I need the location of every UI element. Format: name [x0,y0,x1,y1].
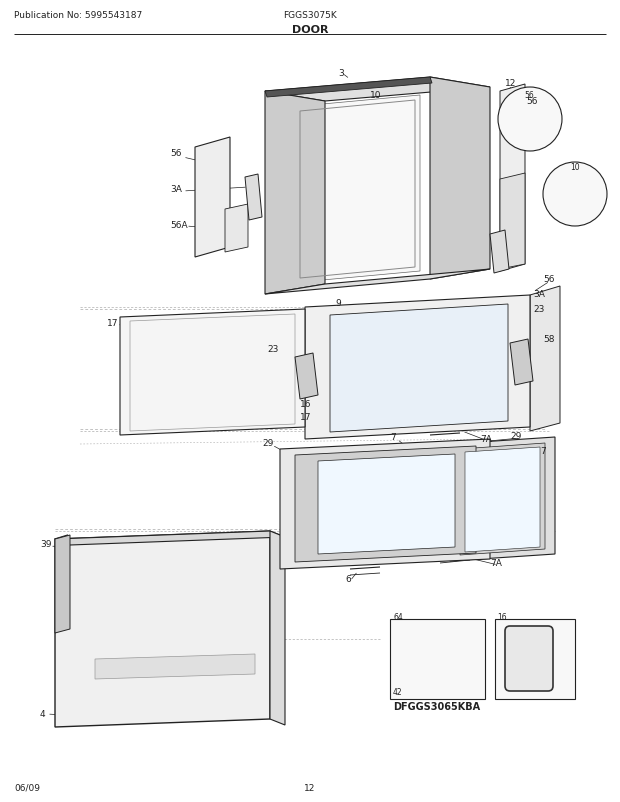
Polygon shape [500,174,525,269]
Polygon shape [95,654,255,679]
Text: 6: 6 [345,575,351,584]
Text: FGGS3075K: FGGS3075K [283,11,337,21]
Polygon shape [195,138,230,257]
Text: 7: 7 [540,447,546,456]
Polygon shape [490,231,509,273]
Text: 29: 29 [510,432,521,441]
Text: 56: 56 [543,275,554,284]
Polygon shape [500,85,525,272]
Circle shape [498,88,562,152]
Polygon shape [450,437,555,561]
Text: 17: 17 [300,413,311,422]
FancyBboxPatch shape [390,619,485,699]
Polygon shape [330,305,508,432]
Text: 56: 56 [170,149,182,158]
Polygon shape [55,532,270,727]
Polygon shape [280,439,490,569]
Polygon shape [265,269,490,294]
Circle shape [543,163,607,227]
Text: DFGGS3065KBA: DFGGS3065KBA [394,701,480,711]
Text: 39: 39 [40,540,51,549]
Text: Publication No: 5995543187: Publication No: 5995543187 [14,11,142,21]
Polygon shape [295,447,476,562]
Text: 56: 56 [524,91,534,100]
Polygon shape [305,296,530,439]
Polygon shape [265,78,490,102]
Polygon shape [245,175,262,221]
Text: 12: 12 [304,783,316,792]
Text: 3: 3 [338,70,343,79]
Polygon shape [120,310,305,435]
Text: 23: 23 [533,305,544,314]
Text: 12: 12 [505,79,516,88]
Text: 7A: 7A [480,435,492,444]
Text: 56: 56 [526,96,538,105]
Polygon shape [265,92,325,294]
Text: 7: 7 [390,433,396,442]
Polygon shape [265,78,432,98]
Text: 17: 17 [107,319,118,328]
Text: 16: 16 [300,400,311,409]
Text: 23: 23 [267,345,278,354]
Polygon shape [510,339,533,386]
Polygon shape [55,532,285,545]
FancyBboxPatch shape [505,626,553,691]
Text: 29: 29 [262,439,273,448]
Text: 56A: 56A [170,221,188,229]
Text: DOOR: DOOR [292,25,328,35]
Polygon shape [290,96,420,284]
Text: 3A: 3A [533,290,545,299]
Text: 06/09: 06/09 [14,783,40,792]
Text: 4: 4 [40,710,46,719]
Text: 16: 16 [497,613,507,622]
Text: 64: 64 [393,613,403,622]
Text: 42: 42 [393,687,402,697]
Text: 3A: 3A [170,185,182,194]
FancyBboxPatch shape [495,619,575,699]
Text: 58: 58 [543,335,554,344]
Polygon shape [318,455,455,554]
Text: 10: 10 [570,164,580,172]
Polygon shape [465,448,540,553]
Polygon shape [55,535,70,634]
Polygon shape [460,444,545,555]
Polygon shape [430,78,490,280]
Text: eReplacementParts.com: eReplacementParts.com [225,392,395,407]
Text: 9: 9 [335,299,341,308]
Polygon shape [295,354,318,399]
Text: 10: 10 [370,91,381,99]
Polygon shape [270,532,285,725]
Polygon shape [225,205,248,253]
Polygon shape [530,286,560,431]
Text: 7A: 7A [490,559,502,568]
